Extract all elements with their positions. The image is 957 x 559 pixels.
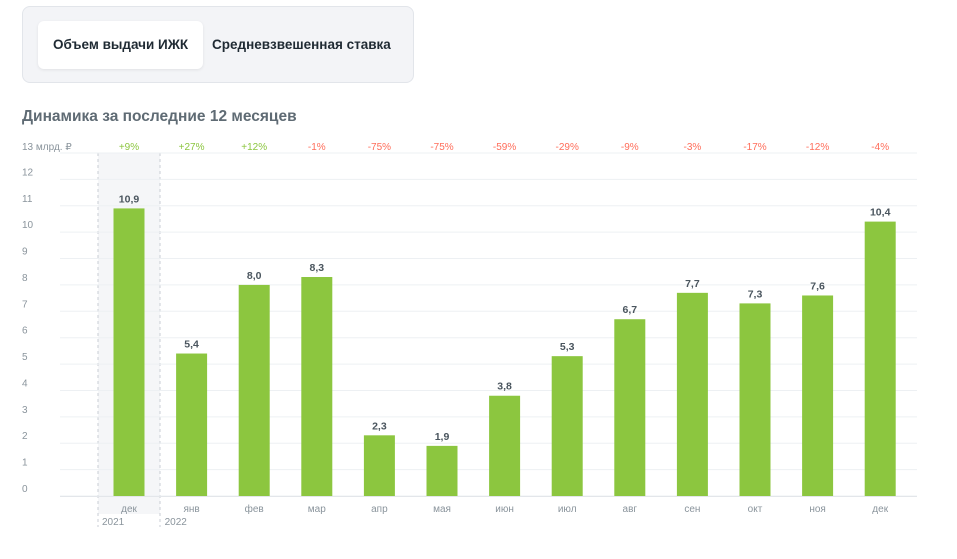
y-tick-label: 12: [22, 167, 34, 178]
bar: [614, 319, 646, 496]
bar-value-label: 5,4: [184, 339, 199, 351]
bar: [739, 303, 771, 496]
y-tick-label: 5: [22, 352, 28, 363]
y-tick-label: 11: [22, 194, 33, 205]
bar: [676, 292, 708, 496]
tab-izhk-volume[interactable]: Объем выдачи ИЖК: [38, 21, 204, 69]
y-tick-label: 1: [22, 458, 28, 469]
x-tick-label: июн: [495, 504, 514, 515]
x-tick-label: дек: [872, 504, 888, 515]
change-label: -59%: [493, 142, 516, 153]
tab-bar: Объем выдачи ИЖК Средневзвешенная ставка: [22, 6, 414, 83]
x-tick-label: апр: [371, 504, 388, 515]
bar: [176, 353, 208, 496]
year-label: 2021: [102, 517, 125, 528]
change-label: -9%: [621, 142, 639, 153]
change-label: +9%: [119, 142, 139, 153]
x-tick-label: мая: [433, 504, 451, 515]
bar-value-label: 10,9: [119, 193, 140, 205]
change-label: -3%: [684, 142, 702, 153]
bar-value-label: 7,3: [748, 288, 763, 300]
bar-value-label: 8,0: [247, 270, 262, 282]
x-tick-label: дек: [121, 504, 137, 515]
bar-value-label: 7,7: [685, 278, 700, 290]
change-label: -12%: [806, 142, 829, 153]
y-tick-label: 3: [22, 405, 28, 416]
x-tick-label: янв: [183, 504, 199, 515]
bar-value-label: 5,3: [560, 341, 575, 353]
bar-value-label: 7,6: [810, 280, 825, 292]
x-tick-label: ноя: [809, 504, 826, 515]
y-tick-label: 2: [22, 431, 28, 442]
bar: [864, 221, 896, 496]
y-tick-label: 6: [22, 326, 28, 337]
y-tick-label: 7: [22, 299, 28, 310]
bar-value-label: 8,3: [309, 262, 324, 274]
y-tick-label: 4: [22, 378, 28, 389]
x-tick-label: мар: [308, 504, 326, 515]
change-label: +27%: [179, 142, 205, 153]
change-label: +12%: [241, 142, 267, 153]
bar: [238, 284, 270, 496]
y-tick-label: 0: [22, 484, 28, 495]
y-tick-label: 8: [22, 273, 28, 284]
x-tick-label: сен: [684, 504, 700, 515]
bar: [489, 395, 521, 496]
bar: [301, 277, 333, 496]
change-label: -17%: [743, 142, 766, 153]
bar: [802, 295, 834, 496]
change-label: -4%: [871, 142, 889, 153]
bar: [113, 208, 145, 496]
x-tick-label: фев: [245, 503, 264, 515]
y-tick-label: 10: [22, 220, 34, 231]
x-tick-label: окт: [748, 504, 763, 515]
change-label: -75%: [368, 142, 391, 153]
year-label: 2022: [165, 517, 188, 528]
change-label: -75%: [430, 142, 453, 153]
bar-value-label: 2,3: [372, 420, 387, 432]
bar-value-label: 3,8: [497, 381, 512, 393]
bar: [551, 356, 583, 496]
bar-value-label: 1,9: [435, 431, 450, 443]
bar: [426, 445, 458, 496]
bar-value-label: 10,4: [870, 207, 891, 219]
bar: [363, 435, 395, 496]
x-tick-label: авг: [623, 504, 638, 515]
section-title: Динамика за последние 12 месяцев: [22, 108, 297, 125]
y-unit-label: 13 млрд. ₽: [22, 142, 72, 153]
x-tick-label: июл: [558, 504, 577, 515]
bar-value-label: 6,7: [622, 304, 637, 316]
change-label: -29%: [556, 142, 579, 153]
tab-weighted-rate[interactable]: Средневзвешенная ставка: [212, 37, 391, 52]
change-label: -1%: [308, 142, 326, 153]
y-tick-label: 9: [22, 247, 28, 258]
